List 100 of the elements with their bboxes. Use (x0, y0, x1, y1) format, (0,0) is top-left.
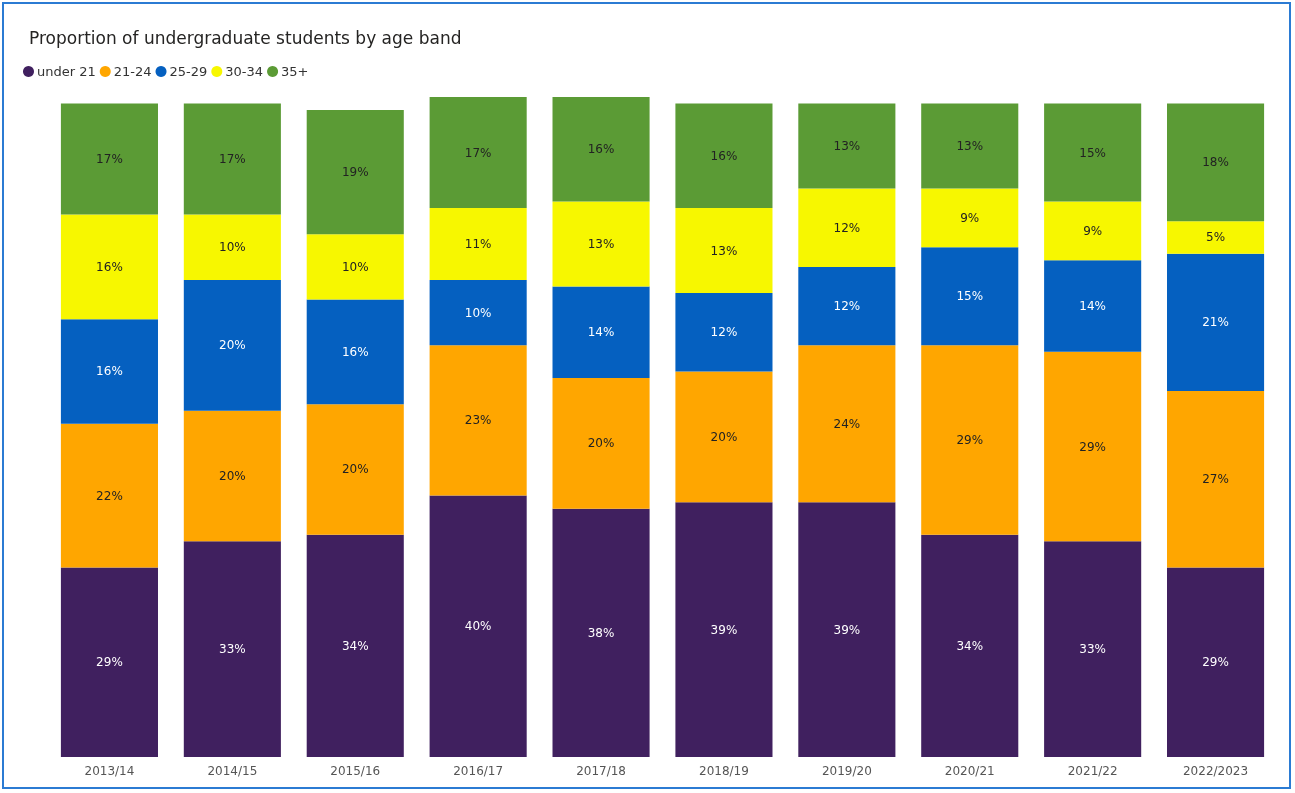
x-tick-label: 2017/18 (576, 764, 626, 778)
x-tick-label: 2022/2023 (1182, 764, 1249, 778)
bar (429, 345, 527, 496)
legend-label: 35+ (281, 64, 309, 79)
bar (429, 495, 527, 757)
data-label: 18% (1202, 155, 1229, 170)
bar (675, 103, 773, 209)
bar (921, 534, 1019, 757)
bar (675, 502, 773, 757)
data-label: 33% (1079, 642, 1106, 657)
bar (798, 502, 896, 757)
legend-label: 30-34 (225, 64, 264, 79)
bar (675, 208, 773, 294)
data-label: 20% (710, 429, 738, 444)
bar (798, 266, 896, 346)
data-label: 39% (710, 622, 738, 637)
data-label: 24% (833, 416, 861, 431)
data-label: 40% (464, 619, 492, 634)
bar (60, 423, 158, 568)
bar (1044, 260, 1142, 352)
bar (675, 371, 773, 503)
legend-label: 21-24 (113, 64, 152, 79)
data-label: 17% (96, 152, 123, 167)
bar (921, 103, 1019, 189)
data-label: 22% (96, 488, 123, 503)
data-label: 38% (587, 625, 615, 640)
bar (60, 214, 158, 320)
bar (306, 234, 404, 300)
data-label: 17% (464, 145, 492, 160)
bar (798, 345, 896, 503)
bar (921, 247, 1019, 346)
data-label: 16% (587, 142, 615, 157)
data-label: 29% (96, 655, 123, 670)
bar (429, 279, 527, 346)
bar (1044, 103, 1142, 202)
data-label: 12% (833, 220, 861, 235)
data-label: 20% (219, 338, 246, 353)
bar (552, 377, 650, 509)
data-label: 15% (956, 289, 984, 304)
bar (1167, 253, 1265, 392)
data-label: 13% (833, 139, 861, 154)
bar (306, 110, 404, 235)
bar (1167, 103, 1265, 222)
data-label: 16% (710, 148, 738, 163)
data-label: 29% (1202, 655, 1229, 670)
data-label: 33% (219, 642, 246, 657)
bar (429, 97, 527, 209)
bar (183, 279, 281, 411)
bar (60, 567, 158, 757)
data-label: 20% (341, 462, 369, 477)
bar (921, 345, 1019, 535)
data-label: 34% (956, 638, 984, 653)
data-label: 13% (710, 243, 738, 258)
data-label: 13% (587, 237, 615, 252)
data-label: 39% (833, 622, 861, 637)
data-label: 9% (960, 210, 980, 225)
data-label: 11% (464, 237, 492, 252)
data-label: 12% (710, 325, 738, 340)
bar (798, 103, 896, 189)
data-label: 10% (341, 259, 369, 274)
data-label: 20% (587, 436, 615, 451)
bar (552, 508, 650, 757)
bar (1044, 541, 1142, 757)
x-tick-label: 2013/14 (84, 764, 135, 778)
legend-label: under 21 (37, 64, 96, 79)
data-label: 15% (1079, 145, 1106, 160)
data-label: 10% (464, 305, 492, 320)
bar (675, 293, 773, 372)
data-label: 21% (1202, 315, 1229, 330)
bar (1167, 567, 1265, 757)
bar (183, 214, 281, 280)
data-label: 16% (96, 259, 123, 274)
data-label: 17% (219, 152, 246, 167)
data-label: 27% (1202, 472, 1229, 487)
x-tick-label: 2020/21 (944, 764, 995, 778)
bar (552, 201, 650, 287)
data-label: 29% (1079, 439, 1106, 454)
data-label: 9% (1083, 223, 1103, 238)
x-tick-label: 2019/20 (821, 764, 872, 778)
data-label: 16% (96, 364, 123, 379)
bar (429, 208, 527, 280)
bar (183, 103, 281, 215)
bar (1044, 351, 1142, 542)
data-label: 5% (1206, 230, 1226, 245)
bar (1167, 221, 1265, 254)
x-tick-label: 2021/22 (1067, 764, 1118, 778)
legend-label: 25-29 (169, 64, 208, 79)
x-tick-label: 2016/17 (453, 764, 504, 778)
x-tick-label: 2015/16 (330, 764, 381, 778)
bar (60, 319, 158, 424)
data-label: 23% (464, 413, 492, 428)
x-tick-label: 2018/19 (699, 764, 749, 778)
data-label: 29% (956, 433, 984, 448)
data-label: 14% (587, 325, 615, 340)
bar (60, 103, 158, 215)
bar (552, 97, 650, 202)
bar (921, 188, 1019, 248)
bar (183, 410, 281, 542)
bar (798, 188, 896, 267)
data-label: 19% (341, 165, 369, 180)
